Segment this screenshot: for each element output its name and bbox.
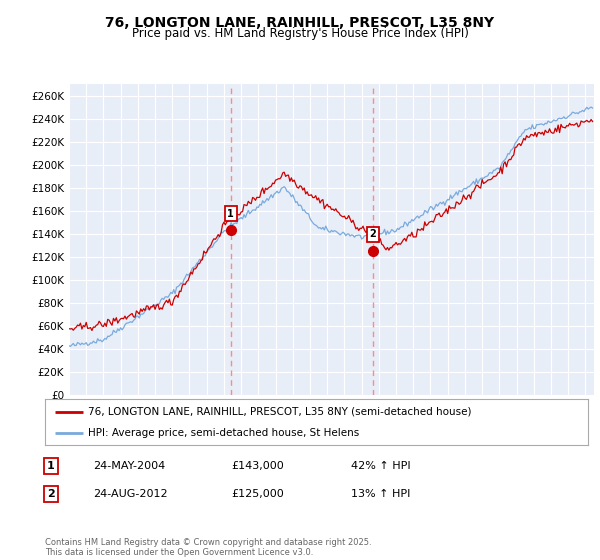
Text: 42% ↑ HPI: 42% ↑ HPI [351,461,410,471]
Text: Price paid vs. HM Land Registry's House Price Index (HPI): Price paid vs. HM Land Registry's House … [131,27,469,40]
Text: 2: 2 [370,230,376,240]
Text: 24-AUG-2012: 24-AUG-2012 [93,489,167,499]
Text: 2: 2 [47,489,55,499]
Text: 76, LONGTON LANE, RAINHILL, PRESCOT, L35 8NY (semi-detached house): 76, LONGTON LANE, RAINHILL, PRESCOT, L35… [88,407,472,417]
Text: 1: 1 [47,461,55,471]
Text: 24-MAY-2004: 24-MAY-2004 [93,461,165,471]
Text: 76, LONGTON LANE, RAINHILL, PRESCOT, L35 8NY: 76, LONGTON LANE, RAINHILL, PRESCOT, L35… [106,16,494,30]
Text: 1: 1 [227,209,234,218]
Text: 13% ↑ HPI: 13% ↑ HPI [351,489,410,499]
Text: Contains HM Land Registry data © Crown copyright and database right 2025.
This d: Contains HM Land Registry data © Crown c… [45,538,371,557]
Text: HPI: Average price, semi-detached house, St Helens: HPI: Average price, semi-detached house,… [88,428,359,438]
Text: £125,000: £125,000 [231,489,284,499]
Text: £143,000: £143,000 [231,461,284,471]
